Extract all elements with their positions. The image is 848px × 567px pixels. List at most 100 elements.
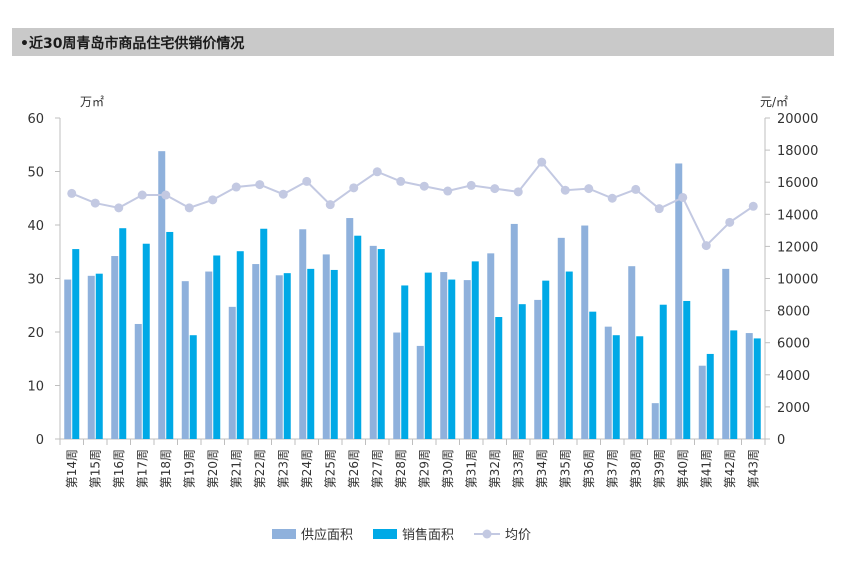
sales-bar (260, 228, 268, 439)
legend-supply-swatch (272, 529, 296, 539)
sales-bar (142, 243, 150, 439)
sales-bar (683, 300, 691, 439)
category-label: 第23周 (276, 449, 290, 488)
price-point (748, 201, 758, 211)
category-labels: 第14周 第15周 第16周 第17周 第18周 第19周 第20周 第21周 第22周 第23周… (65, 449, 761, 488)
sales-bar (753, 338, 761, 439)
right-tick-label: 0 (777, 433, 785, 448)
category-label: 第22周 (253, 449, 267, 488)
supply-bar (557, 237, 565, 439)
axes: 0 10 20 30 40 50 60 0 2000 4000 6000 8000 10000 12000… (27, 95, 818, 448)
price-point (231, 182, 241, 192)
price-point (255, 180, 265, 190)
supply-bar (299, 229, 307, 439)
supply-bar (346, 218, 354, 439)
price-point (443, 186, 453, 196)
right-tick-label: 18000 (777, 144, 818, 159)
price-point (490, 184, 500, 194)
right-tick-label: 12000 (777, 240, 818, 255)
category-label: 第16周 (112, 449, 126, 488)
category-label: 第28周 (394, 449, 408, 488)
supply-bar (322, 254, 330, 439)
supply-bar (604, 326, 612, 439)
left-tick-label: 60 (27, 112, 44, 127)
right-tick-label: 16000 (777, 176, 818, 191)
price-point (208, 195, 218, 205)
supply-bar (463, 280, 471, 439)
price-point (67, 188, 77, 198)
sales-bar (659, 304, 667, 439)
price-point (560, 185, 570, 195)
price-point (161, 190, 171, 200)
category-label: 第41周 (699, 449, 713, 488)
price-point (114, 203, 124, 213)
supply-bar (205, 271, 213, 439)
sales-bar (706, 353, 714, 439)
category-label: 第38周 (629, 449, 643, 488)
left-tick-label: 50 (27, 166, 44, 181)
right-tick-label: 20000 (777, 112, 818, 127)
category-label: 第40周 (676, 449, 690, 488)
category-label: 第15周 (88, 449, 102, 488)
bars (64, 151, 761, 440)
category-label: 第42周 (723, 449, 737, 488)
sales-bar (730, 330, 738, 439)
supply-bar (440, 272, 448, 439)
price-point (419, 181, 429, 191)
price-point (678, 192, 688, 202)
supply-bar (698, 365, 706, 439)
sales-bar (166, 231, 174, 439)
supply-bar (510, 223, 518, 439)
supply-bar (228, 306, 236, 439)
left-axis-unit: 万㎡ (80, 95, 104, 109)
left-tick-label: 20 (27, 326, 44, 341)
right-tick-label: 2000 (777, 401, 810, 416)
category-label: 第20周 (206, 449, 220, 488)
supply-bar (252, 264, 260, 439)
supply-bar (275, 275, 283, 439)
price-point (349, 183, 359, 193)
legend: 供应面积 销售面积 均价 (272, 527, 531, 543)
sales-bar (307, 268, 315, 439)
supply-bar (487, 253, 495, 439)
price-series-line (71, 160, 754, 248)
sales-bar (401, 285, 409, 439)
sales-bar (495, 317, 503, 439)
left-tick-label: 0 (36, 433, 44, 448)
category-label: 第34周 (535, 449, 549, 488)
supply-bar (722, 268, 730, 439)
sales-bar (119, 228, 127, 439)
supply-bar (675, 163, 683, 439)
supply-bar (581, 225, 589, 439)
sales-bar (636, 336, 644, 439)
price-point (396, 176, 406, 186)
sales-bar (283, 273, 291, 439)
title-bar: •近30周青岛市商品住宅供销价情况 (12, 28, 834, 56)
sales-bar (589, 311, 597, 439)
price-point (184, 203, 194, 213)
sales-bar (542, 280, 550, 439)
category-label: 第30周 (441, 449, 455, 488)
supply-bar (416, 345, 424, 439)
price-point (701, 241, 711, 251)
supply-bar (134, 323, 142, 439)
supply-bar (628, 266, 636, 439)
category-label: 第25周 (323, 449, 337, 488)
sales-bar (236, 251, 244, 439)
category-label: 第31周 (464, 449, 478, 488)
supply-bar (64, 279, 72, 439)
price-line (67, 157, 758, 251)
supply-bar (181, 281, 189, 439)
sales-bar (330, 269, 338, 439)
legend-price-label: 均价 (505, 528, 531, 543)
category-label: 第19周 (182, 449, 196, 488)
price-point (325, 200, 335, 210)
category-label: 第29周 (417, 449, 431, 488)
price-point (584, 184, 594, 194)
sales-bar (72, 249, 80, 439)
left-tick-label: 40 (27, 219, 44, 234)
right-tick-label: 8000 (777, 305, 810, 320)
price-point (466, 180, 476, 190)
category-label: 第39周 (652, 449, 666, 488)
supply-bar (393, 332, 401, 439)
